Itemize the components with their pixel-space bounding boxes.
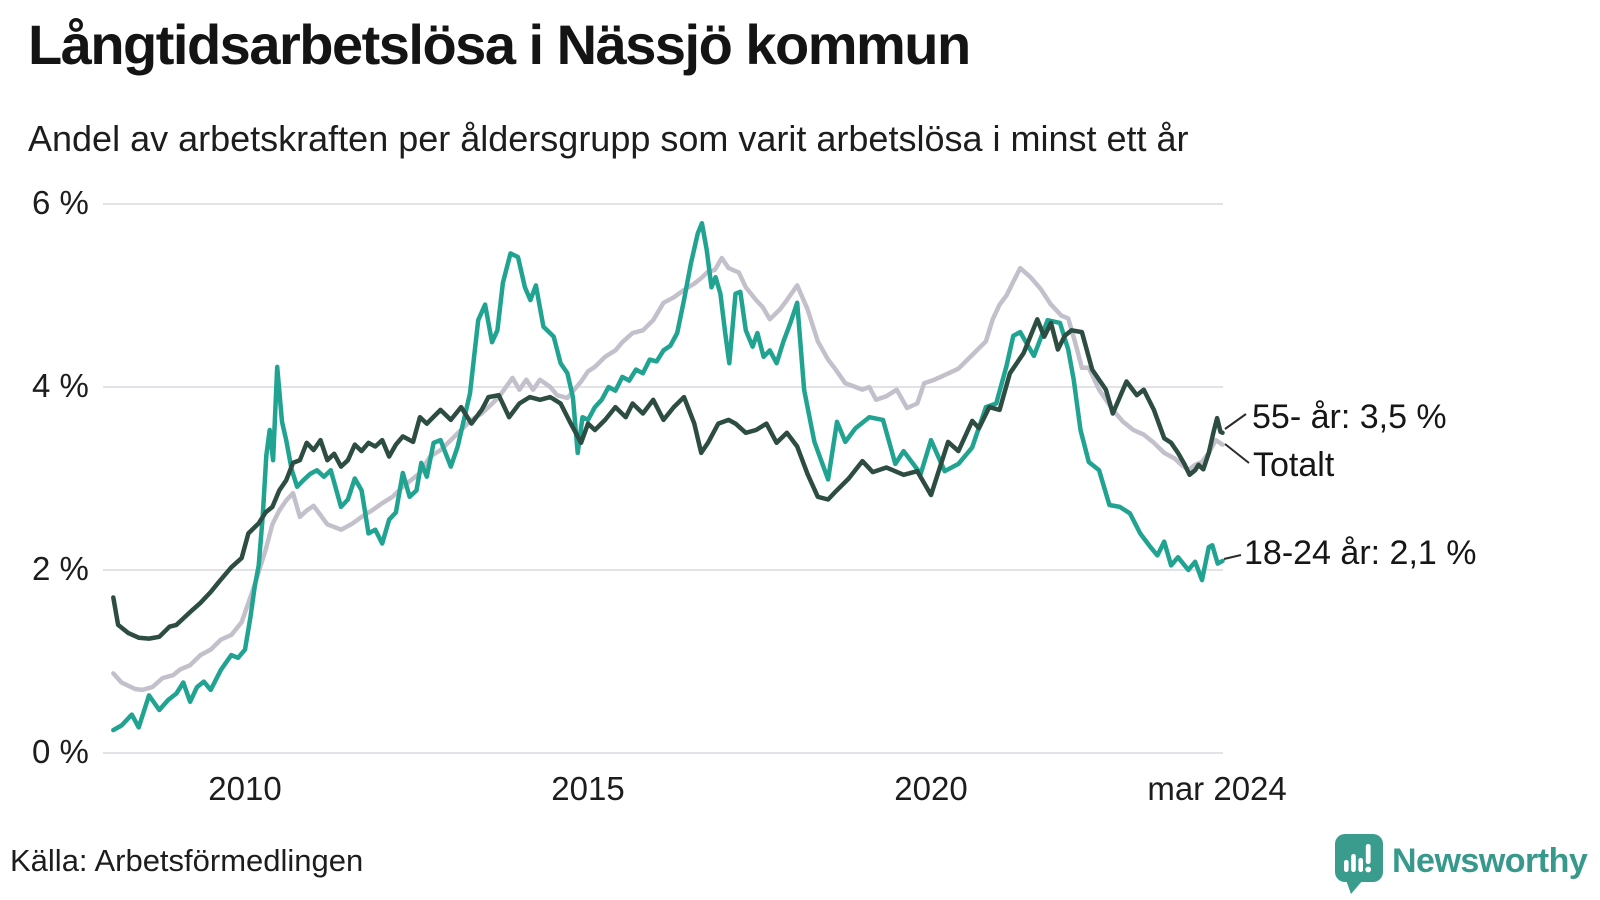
connector-totalt xyxy=(1224,443,1250,464)
age55-line xyxy=(111,317,1225,641)
total-line xyxy=(111,255,1225,693)
x-tick-label: 2015 xyxy=(551,770,625,807)
x-tick-label: 2010 xyxy=(208,770,282,807)
y-tick-label: 0 % xyxy=(32,733,89,771)
connector-1824 xyxy=(1223,554,1242,560)
y-tick-label: 4 % xyxy=(32,367,89,405)
y-tick-label: 6 % xyxy=(32,184,89,222)
annotation-total: Totalt xyxy=(1253,446,1335,484)
page-subtitle: Andel av arbetskraften per åldersgrupp s… xyxy=(28,118,1189,159)
newsworthy-wordmark: Newsworthy xyxy=(1392,842,1588,880)
page-title: Långtidsarbetslösa i Nässjö kommun xyxy=(28,13,971,76)
age1824-line xyxy=(111,220,1225,733)
series-lines xyxy=(111,220,1225,733)
annotation-age1824: 18-24 år: 2,1 % xyxy=(1244,534,1477,572)
gridlines xyxy=(103,203,1223,754)
source-note: Källa: Arbetsförmedlingen xyxy=(10,843,364,878)
x-tick-label: 2020 xyxy=(894,770,968,807)
annotation-connectors xyxy=(1223,413,1250,560)
y-tick-label: 2 % xyxy=(32,550,89,588)
annotation-age55: 55- år: 3,5 % xyxy=(1252,398,1447,436)
x-tick-label: mar 2024 xyxy=(1147,770,1287,807)
newsworthy-logo-icon xyxy=(1335,834,1383,894)
connector-55 xyxy=(1224,413,1247,430)
